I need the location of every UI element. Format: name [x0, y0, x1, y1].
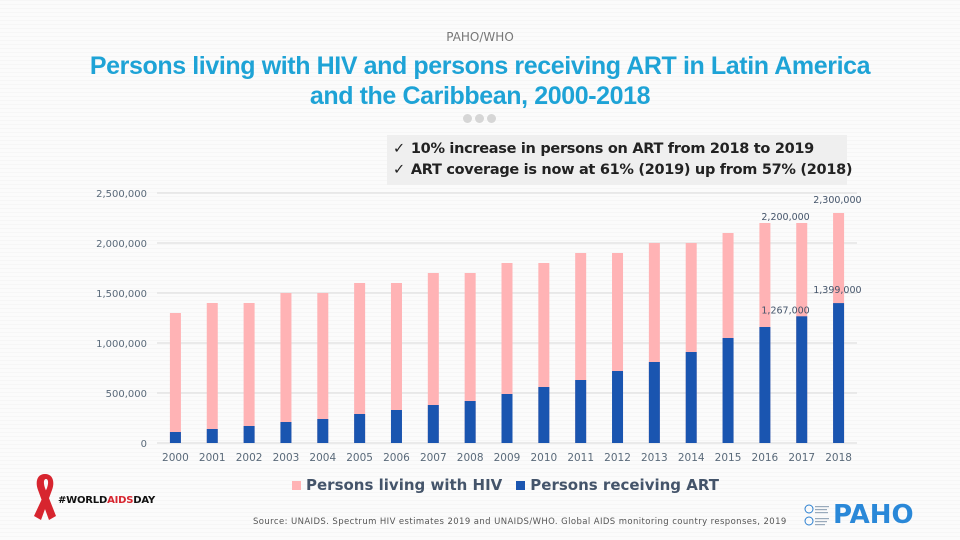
bar-art-2001	[206, 429, 218, 443]
bar-art-2018	[833, 303, 845, 443]
data-label: 1,399,000	[813, 285, 861, 296]
bar-art-2002	[243, 426, 255, 443]
world-aids-day-logo: #WORLDAIDSDAY	[58, 495, 155, 506]
y-tick-label: 1,500,000	[96, 289, 147, 300]
key-finding-2: ✓ ART coverage is now at 61% (2019) up fr…	[393, 162, 853, 178]
bar-plhiv-2014	[685, 243, 697, 443]
bar-plhiv-2012	[612, 253, 624, 443]
bar-plhiv-2001	[206, 303, 218, 443]
bar-art-2012	[612, 371, 624, 443]
y-tick-label: 0	[141, 439, 147, 450]
x-tick-label: 2010	[530, 452, 557, 464]
x-tick-label: 2007	[420, 452, 447, 464]
y-tick-label: 1,000,000	[96, 339, 147, 350]
checkmark-icon: ✓	[393, 141, 405, 157]
bar-plhiv-2010	[538, 263, 550, 443]
x-tick-label: 2009	[494, 452, 521, 464]
x-tick-label: 2014	[678, 452, 705, 464]
bar-art-2006	[390, 410, 402, 443]
data-label: 2,300,000	[813, 195, 861, 206]
bar-plhiv-2013	[648, 243, 660, 443]
key-findings-callout: ✓ 10% increase in persons on ART from 201…	[387, 135, 853, 185]
bar-art-2015	[722, 338, 734, 443]
red-ribbon-icon	[34, 474, 56, 520]
x-tick-label: 2005	[346, 452, 373, 464]
who-emblem-icon	[804, 504, 829, 526]
legend-item-plhiv: Persons living with HIV	[292, 476, 502, 494]
chart-title: Persons living with HIV and persons rece…	[0, 51, 960, 111]
bar-art-2009	[501, 394, 513, 443]
decorative-dots	[463, 114, 496, 123]
x-tick-label: 2008	[457, 452, 484, 464]
x-tick-label: 2013	[641, 452, 668, 464]
bar-plhiv-2004	[317, 293, 329, 443]
bar-art-2000	[169, 432, 181, 443]
bar-plhiv-2005	[354, 283, 366, 443]
key-finding-1: ✓ 10% increase in persons on ART from 201…	[393, 141, 814, 157]
x-tick-label: 2017	[788, 452, 815, 464]
bar-plhiv-2007	[427, 273, 439, 443]
x-tick-label: 2004	[309, 452, 336, 464]
chart-legend: Persons living with HIV Persons receivin…	[292, 476, 733, 494]
bar-art-2014	[685, 352, 697, 443]
data-label: 2,200,000	[761, 212, 809, 223]
legend-swatch-plhiv	[292, 480, 301, 490]
organization-label: PAHO/WHO	[446, 30, 514, 44]
bar-art-2005	[354, 414, 366, 443]
bar-plhiv-2011	[575, 253, 587, 443]
bar-art-2017	[796, 316, 808, 443]
bar-art-2003	[280, 422, 292, 443]
x-tick-label: 2011	[567, 452, 594, 464]
y-tick-label: 2,000,000	[96, 239, 147, 250]
legend-swatch-art	[516, 480, 526, 490]
bar-plhiv-2000	[169, 313, 181, 443]
x-tick-label: 2015	[715, 452, 742, 464]
bar-art-2004	[317, 419, 329, 443]
bar-plhiv-2002	[243, 303, 255, 443]
x-tick-label: 2002	[236, 452, 263, 464]
x-tick-label: 2000	[162, 452, 189, 464]
bar-plhiv-2008	[464, 273, 476, 443]
legend-item-art: Persons receiving ART	[516, 476, 719, 494]
bar-art-2008	[464, 401, 476, 443]
data-label: 1,267,000	[761, 305, 809, 316]
paho-logo: PAHO	[803, 500, 914, 530]
bar-art-2013	[648, 362, 660, 443]
chart-title-line-1: Persons living with HIV and persons rece…	[89, 52, 871, 80]
bar-art-2011	[575, 380, 587, 443]
bar-plhiv-2009	[501, 263, 513, 443]
bar-plhiv-2006	[390, 283, 402, 443]
x-tick-label: 2016	[752, 452, 779, 464]
x-tick-label: 2012	[604, 452, 631, 464]
x-tick-label: 2018	[825, 452, 852, 464]
x-tick-label: 2006	[383, 452, 410, 464]
x-tick-label: 2003	[273, 452, 300, 464]
y-tick-label: 2,500,000	[96, 189, 147, 200]
bar-art-2016	[759, 327, 771, 443]
bar-plhiv-2003	[280, 293, 292, 443]
bar-art-2010	[538, 387, 550, 443]
checkmark-icon: ✓	[393, 162, 405, 178]
x-tick-label: 2001	[199, 452, 226, 464]
source-note: Source: UNAIDS. Spectrum HIV estimates 2…	[253, 517, 787, 527]
chart-title-line-2: and the Caribbean, 2000-2018	[309, 82, 651, 110]
bar-art-2007	[427, 405, 439, 443]
y-tick-label: 500,000	[106, 389, 147, 400]
paho-wordmark: PAHO	[833, 500, 914, 530]
